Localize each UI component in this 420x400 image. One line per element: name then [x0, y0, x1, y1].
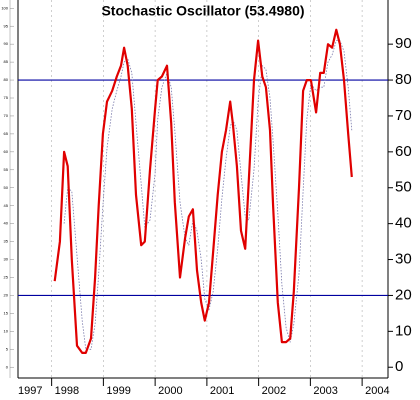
- left-y-tick-label: 30: [4, 257, 9, 262]
- chart-title: Stochastic Oscillator (53.4980): [101, 3, 304, 19]
- x-tick-label: 1998: [55, 385, 79, 397]
- left-y-tick-label: 85: [4, 59, 9, 64]
- y-tick-label: 20: [395, 286, 412, 303]
- y-tick-label: 40: [395, 215, 412, 232]
- left-y-tick-label: 75: [4, 95, 9, 100]
- left-y-tick-label: 5: [6, 346, 9, 351]
- left-y-tick-label: 25: [4, 275, 9, 280]
- y-tick-label: 0: [395, 358, 403, 375]
- left-y-tick-label: 90: [4, 41, 9, 46]
- y-tick-label: 80: [395, 71, 412, 88]
- left-y-tick-label: 40: [4, 221, 9, 226]
- left-y-tick-label: 65: [4, 131, 9, 136]
- signal-line: [63, 40, 353, 350]
- x-tick-label: 2003: [313, 385, 337, 397]
- left-y-tick-label: 45: [4, 203, 9, 208]
- left-y-tick-label: 0: [6, 364, 9, 369]
- left-y-tick-label: 70: [4, 113, 9, 118]
- x-tick-label: 2000: [158, 385, 182, 397]
- y-tick-label: 90: [395, 35, 412, 52]
- x-tick-label: 1997: [18, 385, 42, 397]
- x-tick-label: 2002: [262, 385, 286, 397]
- left-y-tick-label: 50: [4, 185, 9, 190]
- left-y-tick-label: 10: [4, 328, 9, 333]
- y-tick-label: 50: [395, 179, 412, 196]
- left-y-tick-label: 55: [4, 167, 9, 172]
- left-y-tick-label: 35: [4, 239, 9, 244]
- y-tick-label: 70: [395, 107, 412, 124]
- y-tick-label: 30: [395, 251, 412, 268]
- left-y-tick-label: 60: [4, 149, 9, 154]
- left-y-tick-label: 20: [4, 292, 9, 297]
- left-y-tick-label: 15: [4, 310, 9, 315]
- x-tick-label: 2001: [210, 385, 234, 397]
- left-y-tick-label: 100: [1, 5, 8, 10]
- oscillator-line: [53, 28, 353, 354]
- x-tick-label: 2004: [365, 385, 389, 397]
- left-y-tick-label: 80: [4, 77, 9, 82]
- x-tick-label: 1999: [106, 385, 130, 397]
- y-tick-label: 10: [395, 322, 412, 339]
- y-tick-label: 60: [395, 143, 412, 160]
- left-y-tick-label: 95: [4, 23, 9, 28]
